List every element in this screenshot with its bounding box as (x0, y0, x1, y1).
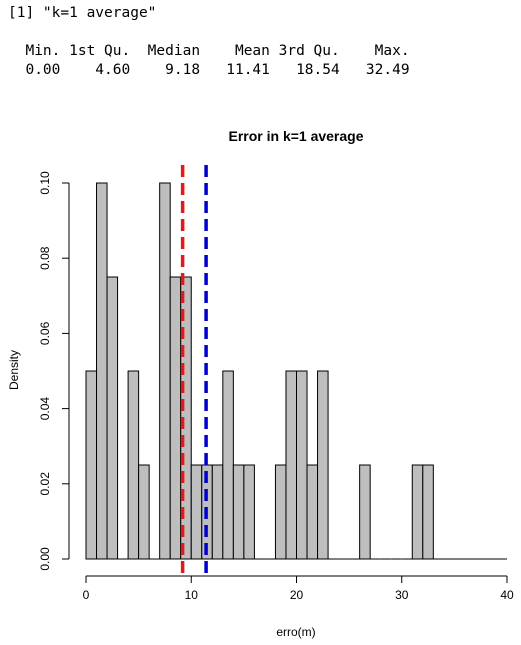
histogram-bar (222, 370, 234, 560)
y-axis: 0.00 0.02 0.04 0.06 0.08 0.10 (38, 171, 70, 571)
console-output: [1] "k=1 average" Min. 1st Qu. Median Me… (8, 4, 410, 80)
histogram-bar (306, 464, 319, 560)
histogram-bar (296, 370, 308, 560)
histogram-bar (159, 182, 171, 560)
histogram-bar (211, 464, 224, 560)
histogram-bar (106, 276, 119, 560)
y-tick-label: 0.00 (38, 547, 52, 571)
histogram-bar (169, 276, 182, 560)
histogram-bar (96, 182, 108, 560)
histogram-bar (285, 370, 298, 560)
summary-values: 0.00 4.60 9.18 11.41 18.54 32.49 (8, 62, 410, 78)
reference-lines (180, 165, 208, 575)
y-tick-label: 0.04 (38, 397, 52, 421)
histogram-bar (190, 464, 203, 560)
x-tick-label: 0 (83, 588, 90, 602)
x-axis-label: erro(m) (276, 625, 315, 639)
print-line: [1] "k=1 average" (8, 5, 157, 21)
summary-header: Min. 1st Qu. Median Mean 3rd Qu. Max. (8, 43, 410, 59)
histogram-bar (274, 464, 287, 560)
histogram-bar (411, 464, 424, 560)
chart-title: Error in k=1 average (228, 128, 363, 144)
y-tick-label: 0.10 (38, 171, 52, 195)
x-tick-label: 40 (500, 588, 514, 602)
histogram-bar (180, 276, 192, 560)
y-tick-label: 0.06 (38, 321, 52, 345)
y-tick-label: 0.08 (38, 246, 52, 270)
x-tick-label: 10 (185, 588, 199, 602)
y-tick-label: 0.02 (38, 472, 52, 496)
histogram-bar (85, 370, 98, 560)
histogram-bar (127, 370, 140, 560)
x-axis: 0 10 20 30 40 (83, 575, 514, 602)
histogram-bar (243, 464, 255, 560)
histogram-bar (317, 370, 329, 560)
histogram-bar (359, 464, 371, 560)
x-tick-label: 20 (290, 588, 304, 602)
x-tick-label: 30 (395, 588, 409, 602)
histogram-bar (138, 464, 150, 560)
y-axis-label: Density (7, 350, 21, 390)
histogram-bar (422, 464, 434, 560)
bars-group (85, 182, 507, 560)
histogram-bar (232, 464, 245, 560)
